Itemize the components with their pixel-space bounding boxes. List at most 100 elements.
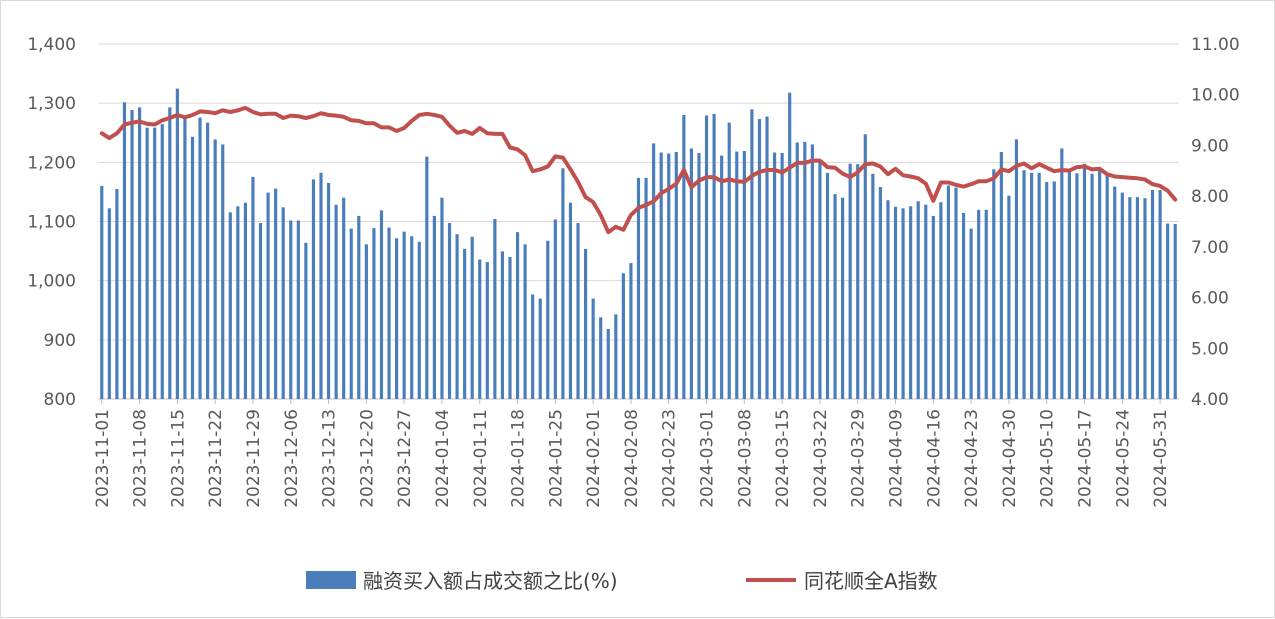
bar	[122, 102, 127, 400]
x-axis-tick-label: 2024-05-10	[1038, 409, 1058, 508]
bar	[856, 164, 860, 399]
bar	[387, 227, 391, 399]
bar	[168, 107, 172, 400]
bar	[198, 117, 202, 400]
x-axis-tick-label: 2023-12-27	[395, 409, 415, 508]
right-axis-tick-label: 10.00	[1191, 86, 1240, 106]
bar	[689, 148, 694, 399]
bar	[984, 209, 988, 399]
right-axis-ticks: 4.00 5.00 6.00 7.00 8.00 9.00 10.00 11.00	[1191, 35, 1240, 410]
bar	[463, 248, 467, 399]
bar	[1158, 190, 1162, 399]
bar	[538, 298, 542, 399]
bar	[281, 207, 285, 399]
bar	[447, 223, 452, 399]
bar	[977, 209, 981, 399]
bar	[833, 194, 837, 399]
right-axis-tick-label: 8.00	[1191, 187, 1229, 207]
x-axis-tick-label: 2024-01-11	[471, 409, 491, 508]
bar	[825, 172, 830, 399]
bar	[1105, 175, 1109, 399]
bar	[213, 139, 217, 400]
bar	[266, 192, 270, 399]
bar	[1135, 197, 1140, 399]
bar	[841, 197, 845, 399]
bar	[553, 219, 557, 399]
x-axis-tick-label: 2024-03-29	[849, 409, 869, 508]
x-axis-tick-label: 2024-04-09	[887, 409, 907, 508]
bar	[727, 122, 731, 399]
bar	[999, 152, 1003, 399]
x-axis-tick-label: 2024-01-04	[433, 409, 453, 508]
bar	[100, 186, 104, 399]
bar	[946, 185, 951, 399]
bar-series	[100, 88, 1177, 400]
bar	[515, 232, 520, 399]
bar	[107, 208, 111, 399]
bar	[523, 244, 527, 399]
bar	[712, 113, 716, 399]
bar	[115, 189, 119, 399]
bar	[1030, 172, 1034, 399]
bar	[1173, 224, 1177, 399]
bar	[1067, 168, 1071, 399]
bar	[939, 202, 943, 399]
x-axis-tick-label: 2024-05-17	[1076, 409, 1096, 508]
left-axis-tick-label: 1,100	[27, 213, 76, 233]
bar	[1037, 172, 1041, 399]
bar	[561, 168, 565, 399]
left-axis-tick-label: 1,000	[27, 272, 76, 292]
bar	[206, 122, 210, 399]
bar	[1166, 223, 1170, 399]
left-axis-tick-label: 1,300	[27, 94, 76, 114]
bar	[682, 115, 686, 399]
bar	[440, 197, 444, 399]
bar	[296, 220, 300, 399]
x-axis-tick-label: 2024-01-18	[509, 409, 529, 508]
bar	[1113, 186, 1117, 399]
bar	[379, 210, 384, 399]
bar	[221, 144, 225, 399]
bar	[765, 116, 769, 400]
bar	[961, 212, 966, 399]
bar	[470, 236, 474, 399]
bar	[720, 155, 724, 399]
bar	[704, 115, 709, 399]
bar	[750, 109, 754, 400]
bar	[130, 109, 134, 399]
legend-bar-swatch	[306, 571, 356, 589]
bar	[1082, 163, 1087, 399]
bar	[878, 187, 882, 399]
bar	[568, 202, 573, 399]
bar	[364, 244, 368, 399]
x-axis-ticks: 2023-11-01 2023-11-08 2023-11-15 2023-11-22…	[93, 399, 1171, 508]
bar	[788, 92, 792, 399]
bar	[251, 176, 255, 399]
bar	[410, 236, 414, 399]
x-axis-tick-label: 2023-11-01	[93, 409, 113, 508]
bar	[969, 228, 973, 399]
bar	[326, 182, 331, 399]
bar	[183, 116, 187, 400]
bar	[236, 206, 240, 399]
bar	[137, 107, 142, 400]
x-axis-tick-label: 2023-12-13	[320, 409, 340, 508]
bar	[258, 223, 263, 399]
bar	[757, 119, 762, 400]
bar	[931, 215, 935, 399]
bar	[803, 141, 807, 399]
bar	[1075, 173, 1079, 399]
left-axis-tick-label: 1,400	[27, 35, 76, 55]
bar	[735, 151, 739, 399]
x-axis-tick-label: 2024-01-25	[546, 409, 566, 508]
bar	[243, 202, 247, 399]
bar	[334, 204, 338, 399]
line-series	[99, 105, 1178, 235]
x-axis-tick-label: 2024-05-24	[1113, 409, 1133, 508]
x-axis-tick-label: 2024-02-01	[584, 409, 604, 508]
bar	[583, 248, 588, 399]
x-axis-tick-label: 2024-05-31	[1151, 409, 1171, 508]
right-axis-tick-label: 4.00	[1191, 390, 1229, 410]
bar	[145, 127, 149, 399]
